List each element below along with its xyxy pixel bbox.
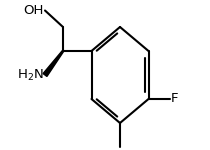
Text: OH: OH bbox=[23, 4, 43, 17]
Text: F: F bbox=[171, 93, 178, 105]
Text: H$_2$N: H$_2$N bbox=[17, 68, 43, 82]
Polygon shape bbox=[43, 51, 64, 76]
